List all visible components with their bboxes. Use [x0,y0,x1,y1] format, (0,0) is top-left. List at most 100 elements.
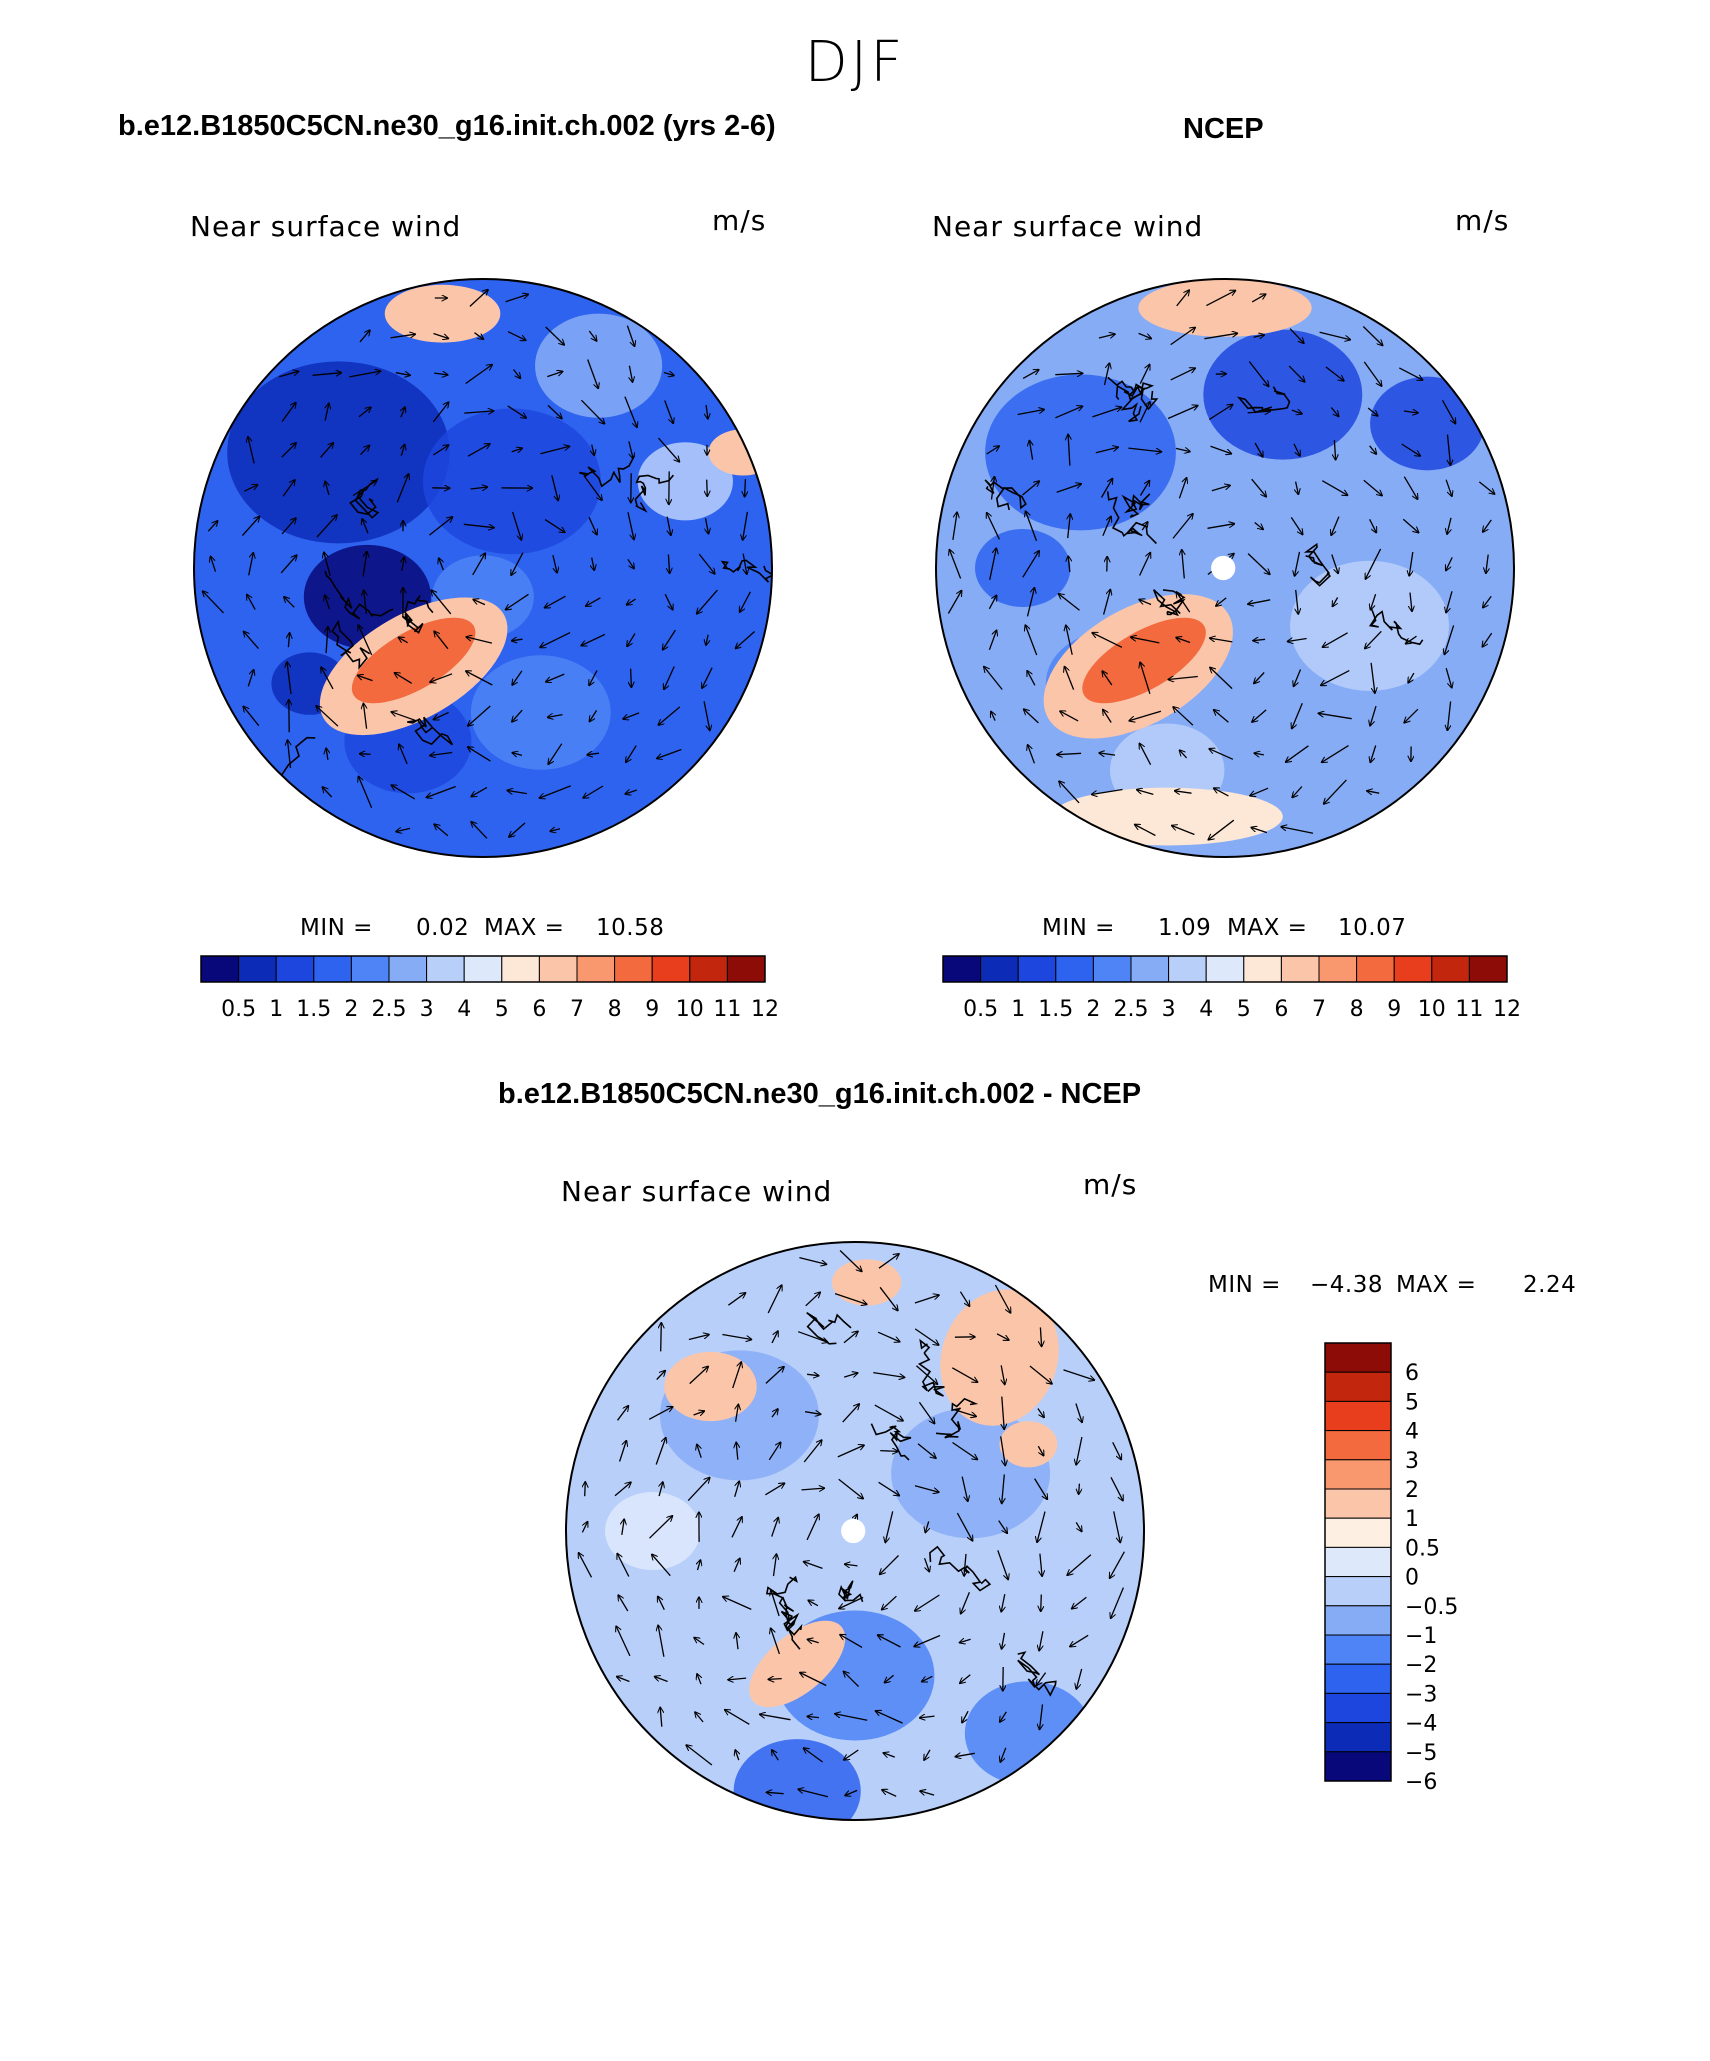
panel1-colorbar-tick-label: 2.5 [372,997,407,1022]
panel2-max-label: MAX = [1227,915,1308,941]
panel3-units: m/s [1083,1168,1138,1201]
panel1-colorbar-swatch [689,955,728,983]
panel2-colorbar-tick-label: 0.5 [963,997,998,1022]
panel3-colorbar-tick-label: 4 [1405,1420,1419,1445]
panel3-colorbar-tick-label: 3 [1405,1449,1419,1474]
panel1-title: b.e12.B1850C5CN.ne30_g16.init.ch.002 (yr… [118,110,776,142]
panel3-colorbar-tick-label: −3 [1405,1682,1437,1707]
panel3-colorbar-swatch [1324,1400,1392,1432]
panel2-colorbar-swatch [1168,955,1207,983]
panel3-map-layer [565,1241,1145,1821]
panel1-colorbar-swatch [200,955,240,983]
panel3-colorbar-tick-label: −5 [1405,1741,1437,1766]
panel1-units: m/s [712,204,767,237]
panel2-colorbar-tick-label: 6 [1274,997,1288,1022]
panel2-colorbar-tick-label: 1 [1011,997,1025,1022]
panel2-min-value: 1.09 [1158,915,1212,941]
panel2-colorbar-tick-label: 5 [1237,997,1251,1022]
panel1-colorbar-swatch [238,955,277,983]
panel3-colorbar-swatch [1324,1663,1392,1694]
panel3-colorbar-swatch [1324,1722,1392,1753]
panel1-max-value: 10.58 [596,915,665,941]
panel3-subtitle: Near surface wind [561,1175,833,1208]
panel1-map-layer [193,278,773,858]
panel1-colorbar-tick-label: 0.5 [221,997,256,1022]
panel2-colorbar-tick-label: 9 [1387,997,1401,1022]
panel3-colorbar-tick-label: −1 [1405,1624,1437,1649]
panel1-colorbar-tick-label: 6 [532,997,546,1022]
panel1-colorbar-swatch [501,955,540,983]
panel1-colorbar-tick-label: 5 [495,997,509,1022]
panel1-colorbar-tick-label: 1.5 [296,997,331,1022]
panel3-max-value: 2.24 [1523,1272,1577,1298]
panel2-colorbar-swatch [1431,955,1470,983]
panel3-colorbar-tick-label: −2 [1405,1653,1437,1678]
panel2-colorbar-tick-label: 4 [1199,997,1213,1022]
panel3-max-label: MAX = [1396,1272,1477,1298]
panel2-colorbar-swatch [1243,955,1282,983]
panel3-colorbar-tick-label: −4 [1405,1712,1437,1737]
panel3-colorbar-tick-label: 2 [1405,1478,1419,1503]
panel1-colorbar: 0.5 1 1.5 2 2.5 3 4 5 6 7 8 9 10 11 12 [200,955,779,1022]
panel1-colorbar-swatch [726,955,766,983]
panel1-min-value: 0.02 [416,915,470,941]
panel3-min-label: MIN = [1208,1272,1281,1298]
panel1-colorbar-swatch [651,955,691,983]
panel2-colorbar-swatch [942,955,982,983]
panel1-colorbar-swatch [614,955,653,983]
panel1-colorbar-tick-label: 4 [457,997,471,1022]
panel2-colorbar-swatch [980,955,1019,983]
panel2-subtitle: Near surface wind [932,210,1204,243]
panel2-colorbar-tick-label: 3 [1162,997,1176,1022]
panel1-colorbar-tick-label: 3 [420,997,434,1022]
panel3-min-value: −4.38 [1310,1272,1383,1298]
panel2-colorbar-swatch [1017,955,1057,983]
figure-title: DJF [804,30,906,95]
panel2-colorbar-swatch [1318,955,1358,983]
panel1-colorbar-tick-label: 11 [713,997,741,1022]
panel3-colorbar-swatch [1324,1430,1392,1461]
panel2-title: NCEP [1183,113,1264,145]
panel1-colorbar-swatch [538,955,578,983]
panel2-colorbar-swatch [1205,955,1245,983]
panel3-colorbar-tick-label: −0.5 [1405,1595,1458,1620]
panel3-colorbar-tick-label: 6 [1405,1361,1419,1386]
panel2-colorbar-tick-label: 2 [1086,997,1100,1022]
panel2-map-layer [935,278,1515,858]
panel3-colorbar-swatch [1324,1605,1392,1636]
panel3-colorbar-tick-label: 1 [1405,1507,1419,1532]
panel1-max-label: MAX = [484,915,565,941]
panel3-colorbar-swatch [1324,1371,1392,1402]
panel1-colorbar-tick-label: 8 [608,997,622,1022]
panel3-colorbar-swatch [1324,1692,1392,1724]
panel1-colorbar-tick-label: 2 [344,997,358,1022]
panel3-colorbar-swatch [1324,1517,1392,1548]
panel3-colorbar-swatch [1324,1576,1392,1607]
panel2-colorbar: 0.5 1 1.5 2 2.5 3 4 5 6 7 8 9 10 11 12 [942,955,1521,1022]
panel2-colorbar-swatch [1393,955,1433,983]
panel2-colorbar-tick-label: 11 [1455,997,1483,1022]
panel1-min-label: MIN = [300,915,373,941]
panel1-colorbar-tick-label: 10 [676,997,704,1022]
panel3-colorbar-tick-label: −6 [1405,1770,1437,1795]
panel3-colorbar-swatch [1324,1546,1392,1578]
panel3-colorbar-swatch [1324,1751,1392,1782]
panel2-colorbar-swatch [1055,955,1094,983]
panel1-colorbar-swatch [350,955,390,983]
panel3-colorbar-swatch [1324,1342,1392,1373]
panel2-colorbar-swatch [1092,955,1132,983]
panel3-colorbar-swatch [1324,1459,1392,1490]
panel2-colorbar-tick-label: 8 [1350,997,1364,1022]
panel1-colorbar-tick-label: 7 [570,997,584,1022]
panel1-subtitle: Near surface wind [190,210,462,243]
panel3-colorbar: 6 5 4 3 2 1 0.5 0 −0.5 −1 −2 −3 −4 −5 −6 [1324,1342,1458,1795]
panel3-colorbar-tick-label: 0.5 [1405,1536,1440,1561]
panel3-colorbar-swatch [1324,1488,1392,1519]
panel3-title: b.e12.B1850C5CN.ne30_g16.init.ch.002 - N… [498,1078,1142,1110]
panel1-colorbar-swatch [275,955,315,983]
panel2-colorbar-tick-label: 10 [1418,997,1446,1022]
panel1-colorbar-tick-label: 1 [269,997,283,1022]
panel2-max-value: 10.07 [1338,915,1407,941]
panel1-colorbar-swatch [313,955,352,983]
